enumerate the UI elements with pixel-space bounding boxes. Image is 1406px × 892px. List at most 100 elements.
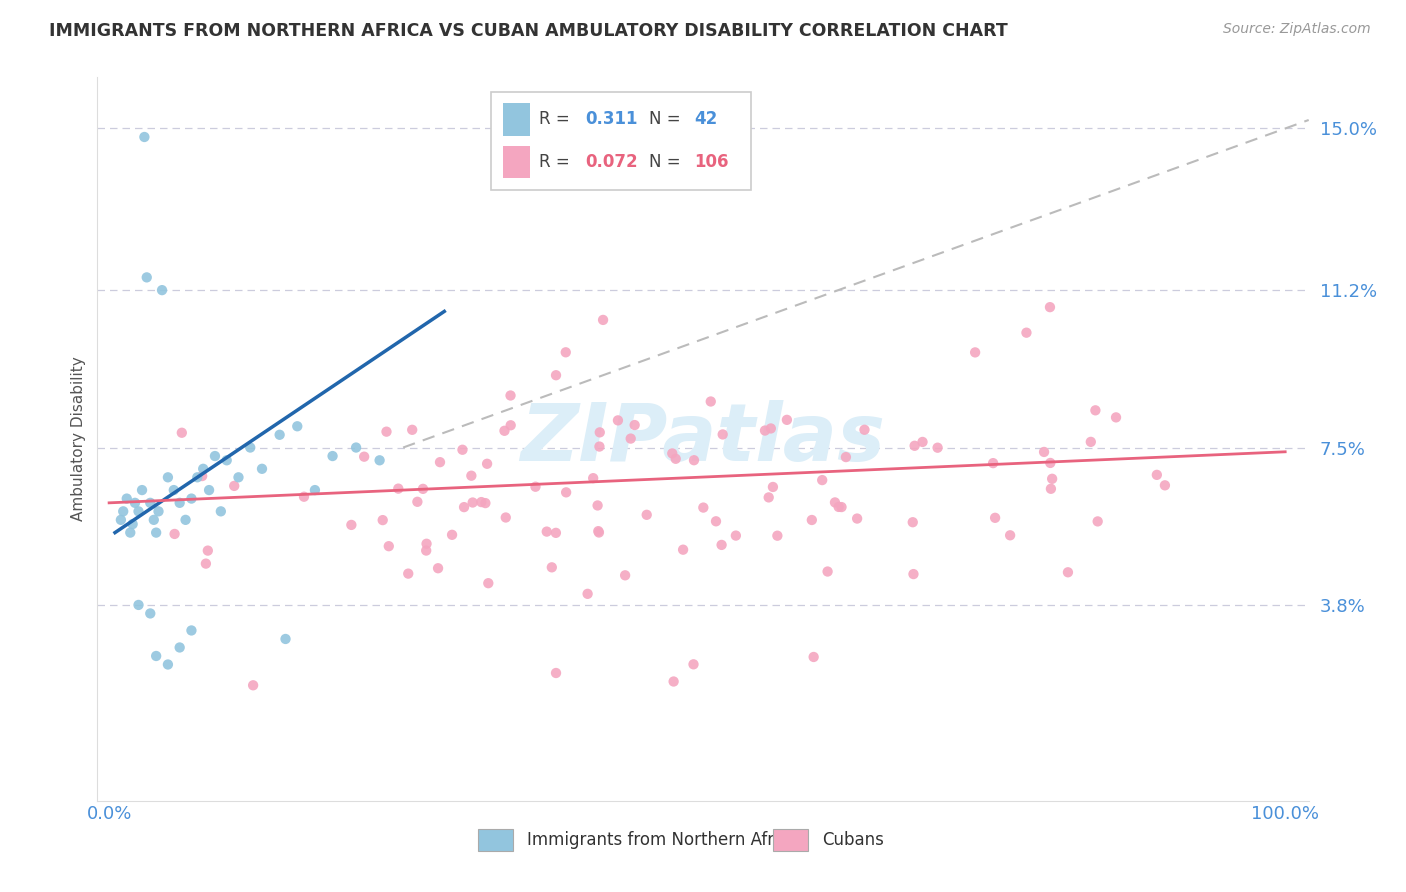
Point xyxy=(1015,326,1038,340)
Point xyxy=(197,543,219,558)
Point xyxy=(1040,472,1063,486)
Point xyxy=(110,513,132,527)
Point xyxy=(124,496,146,510)
Point xyxy=(710,538,733,552)
Point xyxy=(215,453,238,467)
Point xyxy=(156,470,179,484)
Point xyxy=(901,515,924,529)
Point xyxy=(1033,445,1056,459)
Point xyxy=(274,632,297,646)
Point xyxy=(661,446,683,460)
Point xyxy=(1146,467,1168,482)
Point xyxy=(540,560,562,574)
Point xyxy=(555,485,578,500)
Point xyxy=(415,543,437,558)
Point xyxy=(134,130,156,145)
Point xyxy=(163,483,186,497)
Bar xyxy=(503,146,530,178)
Point xyxy=(1084,403,1107,417)
Point xyxy=(115,491,138,506)
Point xyxy=(817,565,839,579)
Point xyxy=(429,455,451,469)
Text: IMMIGRANTS FROM NORTHERN AFRICA VS CUBAN AMBULATORY DISABILITY CORRELATION CHART: IMMIGRANTS FROM NORTHERN AFRICA VS CUBAN… xyxy=(49,22,1008,40)
Point xyxy=(588,524,610,538)
Point xyxy=(387,482,409,496)
Point xyxy=(831,500,853,514)
Point xyxy=(592,313,614,327)
Text: ZIPatlas: ZIPatlas xyxy=(520,400,886,478)
Point xyxy=(998,528,1021,542)
Point xyxy=(322,449,344,463)
Point xyxy=(759,421,782,435)
Point xyxy=(758,491,780,505)
Point xyxy=(186,470,208,484)
Point xyxy=(209,504,232,518)
Text: Source: ZipAtlas.com: Source: ZipAtlas.com xyxy=(1223,22,1371,37)
Point xyxy=(1087,515,1109,529)
Text: 106: 106 xyxy=(695,153,730,171)
Point xyxy=(406,495,429,509)
Point xyxy=(1080,434,1102,449)
Point xyxy=(156,657,179,672)
Point xyxy=(163,527,186,541)
Point xyxy=(340,517,363,532)
Point xyxy=(776,413,799,427)
Point xyxy=(754,424,776,438)
Point xyxy=(135,270,157,285)
Point xyxy=(112,504,135,518)
Point xyxy=(582,471,605,485)
Point xyxy=(242,678,264,692)
Text: R =: R = xyxy=(540,153,575,171)
Point xyxy=(1039,456,1062,470)
Point xyxy=(1057,566,1080,580)
Point xyxy=(461,495,484,509)
Point xyxy=(835,450,858,464)
Point xyxy=(474,496,496,510)
Point xyxy=(180,491,202,506)
Point xyxy=(269,427,291,442)
Point xyxy=(711,427,734,442)
Point xyxy=(927,441,949,455)
Point xyxy=(724,528,747,542)
Point xyxy=(451,442,474,457)
Point xyxy=(396,566,419,581)
Point xyxy=(304,483,326,497)
Point xyxy=(588,525,610,540)
Point xyxy=(620,432,643,446)
Point xyxy=(682,657,704,672)
Point xyxy=(1039,482,1062,496)
Point xyxy=(499,418,522,433)
Point xyxy=(662,674,685,689)
Point xyxy=(665,451,688,466)
Point xyxy=(194,557,217,571)
Text: 0.311: 0.311 xyxy=(585,111,638,128)
Point xyxy=(494,424,516,438)
Point xyxy=(285,419,308,434)
Point xyxy=(589,425,612,440)
Point xyxy=(762,480,785,494)
Point xyxy=(692,500,714,515)
Point xyxy=(204,449,226,463)
Point xyxy=(588,440,610,454)
Point xyxy=(499,388,522,402)
Point xyxy=(145,525,167,540)
Point xyxy=(427,561,450,575)
Point xyxy=(142,513,165,527)
Point xyxy=(121,517,143,532)
Point xyxy=(198,483,221,497)
Point xyxy=(460,468,482,483)
Point xyxy=(544,665,567,680)
Point xyxy=(368,453,391,467)
Point xyxy=(150,283,173,297)
Point xyxy=(131,483,153,497)
Point xyxy=(495,510,517,524)
Point xyxy=(576,587,599,601)
Point xyxy=(700,394,723,409)
Point xyxy=(453,500,475,515)
Point xyxy=(344,441,367,455)
Point xyxy=(683,453,706,467)
Point xyxy=(139,496,162,510)
Point xyxy=(401,423,423,437)
Point xyxy=(544,368,567,383)
Point xyxy=(477,576,499,591)
